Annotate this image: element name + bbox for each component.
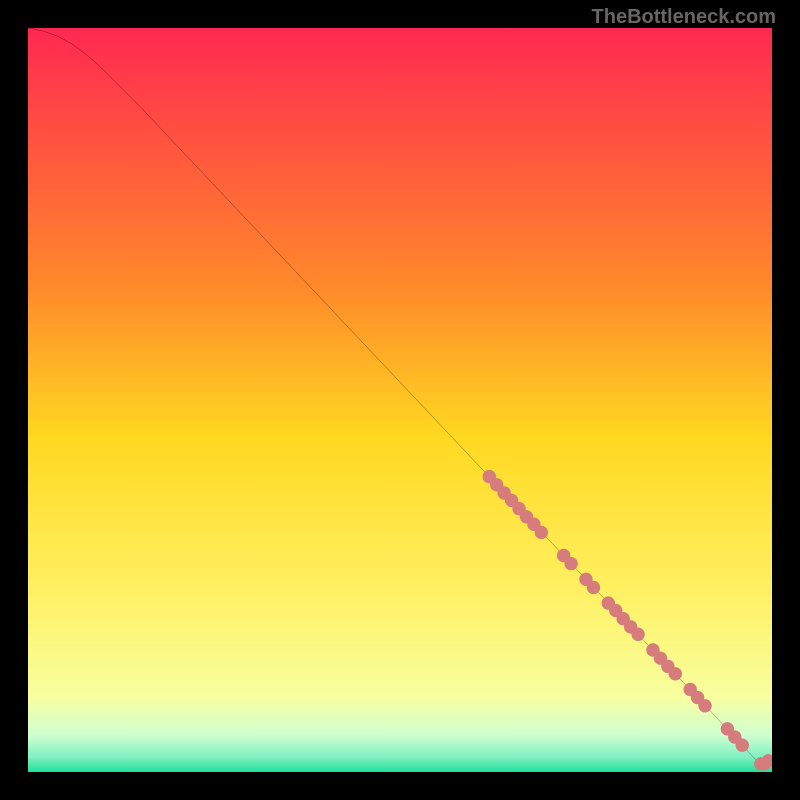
data-marker <box>669 667 682 680</box>
data-marker <box>535 526 548 539</box>
data-marker <box>698 699 711 712</box>
data-marker <box>736 739 749 752</box>
data-marker <box>564 557 577 570</box>
chart-container <box>28 28 772 772</box>
plot-area <box>28 28 772 772</box>
chart-svg <box>28 28 772 772</box>
watermark-text: TheBottleneck.com <box>592 6 776 29</box>
data-marker <box>631 628 644 641</box>
data-marker <box>587 581 600 594</box>
